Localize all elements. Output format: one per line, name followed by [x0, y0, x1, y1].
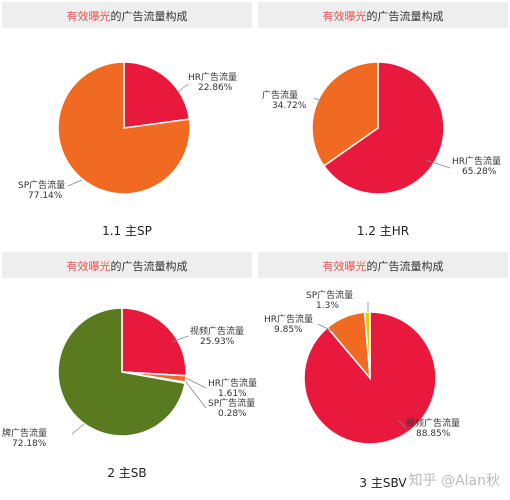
- slice-label: 牌广告流量: [2, 427, 47, 439]
- slice-label: HR广告流量: [208, 377, 257, 389]
- slice-value-label: 25.93%: [200, 337, 235, 347]
- watermark: 知乎 @Alan秋: [408, 473, 500, 489]
- slice-label: 广告流量: [262, 89, 298, 101]
- leader-line: [71, 423, 85, 435]
- pie-slice: [123, 61, 191, 129]
- slice-value-label: 22.86%: [198, 83, 233, 93]
- pie-slice: [57, 307, 186, 437]
- slice-value-label: 65.28%: [462, 167, 497, 177]
- chart-panel-3: 有效曝光的广告流量构成 视频广告流量 25.93% HR广告流量 1.61% SP广告流…: [2, 252, 257, 492]
- slice-value-label: 88.85%: [416, 429, 451, 439]
- pie-slice: [311, 61, 379, 167]
- leader-line: [185, 377, 207, 389]
- panel-title: 有效曝光的广告流量构成: [66, 10, 188, 23]
- slice-value-label: 34.72%: [272, 101, 307, 111]
- slice-value-label: 1.61%: [218, 389, 247, 399]
- slice-label: HR广告流量: [452, 155, 501, 167]
- leader-line: [67, 179, 83, 187]
- chart-caption: 2 主SB: [107, 466, 147, 480]
- slice-label: SP广告流量: [18, 179, 65, 191]
- slice-label: 视频广告流量: [190, 325, 244, 337]
- slice-label: SP广告流量: [306, 289, 353, 301]
- chart-caption: 3 主SBV: [359, 476, 407, 490]
- leader-line: [177, 83, 189, 93]
- leader-line: [317, 323, 339, 335]
- panel-header: 有效曝光的广告流量构成: [2, 2, 252, 28]
- pie-slice: [322, 61, 445, 195]
- leader-line: [425, 159, 451, 169]
- slice-value-label: 9.85%: [274, 325, 303, 335]
- leader-line: [171, 335, 189, 343]
- panel-header: 有效曝光的广告流量构成: [258, 252, 508, 278]
- slice-label: HR广告流量: [264, 313, 313, 325]
- chart-panel-4: 有效曝光的广告流量构成 视频广告流量 88.85% HR广告流量 9.85% SP广告流…: [258, 252, 508, 492]
- pie-slice: [363, 311, 371, 379]
- pie-slice: [121, 307, 187, 377]
- pie-slice: [57, 61, 191, 195]
- leader-line: [397, 419, 407, 429]
- panel-header: 有效曝光的广告流量构成: [258, 2, 508, 28]
- panel-header: 有效曝光的广告流量构成: [2, 252, 252, 278]
- slice-value-label: 72.18%: [12, 439, 47, 449]
- chart-panel-1: 有效曝光的广告流量构成 HR广告流量 22.86% SP广告流量 77.14% 1.1…: [2, 2, 252, 242]
- leader-line: [313, 97, 325, 103]
- panel-title: 有效曝光的广告流量构成: [66, 260, 188, 273]
- slice-label: HR广告流量: [188, 71, 237, 83]
- chart-panel-2: 有效曝光的广告流量构成 HR广告流量 65.28% 广告流量 34.72% 1.2 主…: [258, 2, 508, 242]
- panel-title: 有效曝光的广告流量构成: [322, 260, 444, 273]
- slice-value-label: 0.28%: [218, 409, 247, 419]
- slice-label: 视频广告流量: [406, 417, 460, 429]
- slice-value-label: 77.14%: [28, 191, 63, 201]
- slice-value-label: 1.3%: [316, 301, 339, 311]
- slice-label: SP广告流量: [208, 397, 255, 409]
- panel-title: 有效曝光的广告流量构成: [322, 10, 444, 23]
- chart-caption: 1.1 主SP: [102, 224, 152, 238]
- leader-line: [185, 381, 207, 409]
- chart-caption: 1.2 主HR: [356, 224, 410, 238]
